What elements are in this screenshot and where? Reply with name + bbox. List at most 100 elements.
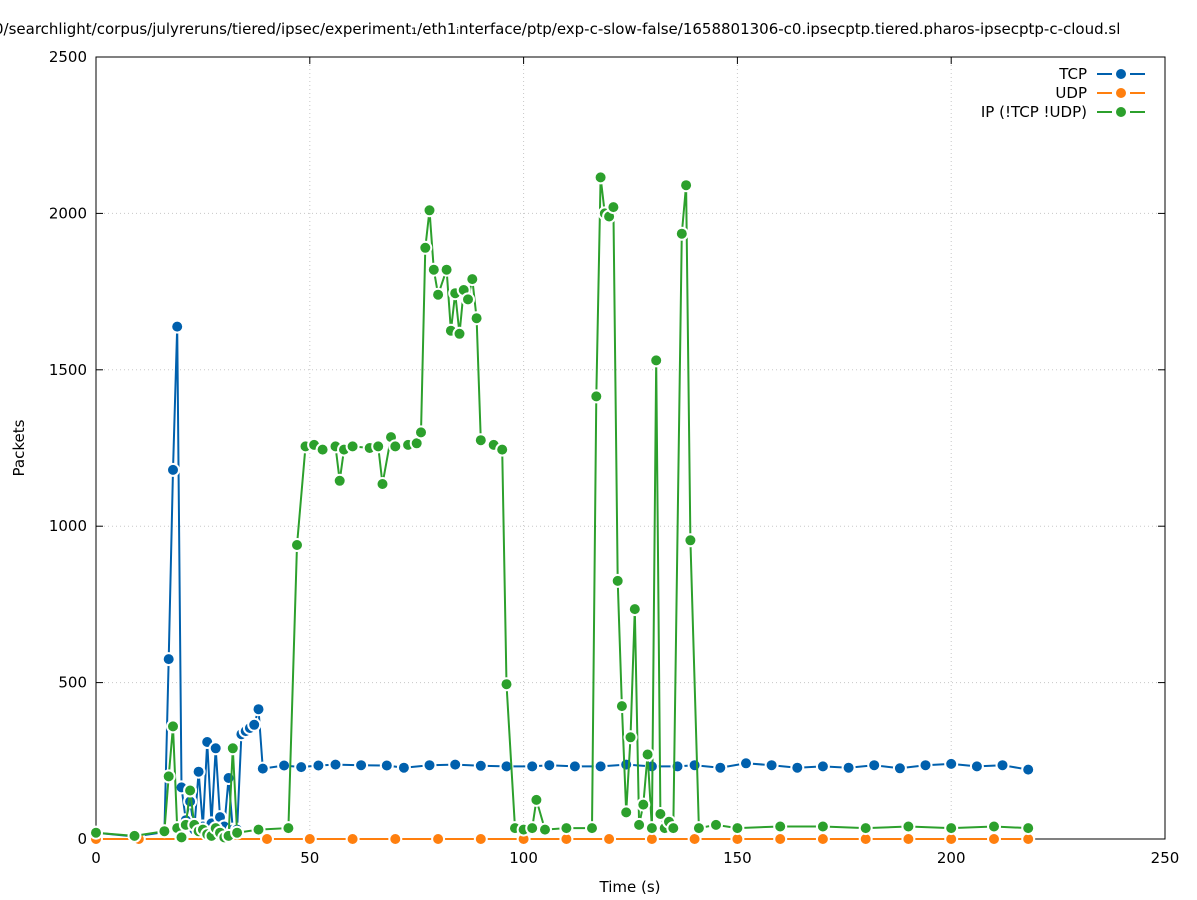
data-point bbox=[901, 819, 916, 834]
data-point bbox=[987, 819, 1001, 834]
data-point bbox=[602, 832, 617, 846]
data-point bbox=[636, 797, 651, 812]
data-point bbox=[790, 760, 805, 775]
legend-item: IP (!TCP !UDP) bbox=[981, 103, 1145, 121]
data-point bbox=[739, 756, 753, 771]
y-tick-label: 1000 bbox=[49, 517, 87, 535]
data-point bbox=[619, 805, 634, 820]
data-point bbox=[627, 602, 642, 617]
x-tick-label: 200 bbox=[937, 849, 966, 867]
y-axis-label: Packets bbox=[10, 419, 28, 476]
data-point bbox=[495, 442, 510, 457]
data-point bbox=[225, 741, 240, 756]
legend-label: IP (!TCP !UDP) bbox=[981, 103, 1087, 121]
y-tick-label: 2000 bbox=[49, 204, 87, 222]
data-point bbox=[439, 262, 454, 277]
data-point bbox=[294, 760, 309, 775]
data-point bbox=[354, 758, 369, 773]
series-2 bbox=[89, 170, 1036, 845]
data-point bbox=[623, 730, 638, 745]
data-point bbox=[610, 573, 625, 588]
data-point bbox=[858, 821, 873, 836]
data-point bbox=[589, 389, 604, 404]
x-tick-label: 150 bbox=[723, 849, 752, 867]
data-point bbox=[461, 292, 475, 307]
y-tick-label: 500 bbox=[58, 674, 87, 692]
data-point bbox=[388, 832, 403, 846]
x-tick-label: 100 bbox=[509, 849, 538, 867]
data-point bbox=[469, 311, 484, 326]
legend-item: TCP bbox=[1058, 65, 1145, 83]
data-point bbox=[559, 821, 574, 836]
data-point bbox=[593, 759, 608, 774]
data-point bbox=[311, 758, 326, 773]
data-point bbox=[987, 832, 1001, 846]
data-point bbox=[632, 817, 647, 832]
data-point bbox=[815, 832, 830, 846]
legend-marker bbox=[1114, 86, 1128, 100]
data-point bbox=[674, 226, 689, 241]
data-point bbox=[174, 830, 189, 845]
data-point bbox=[251, 702, 266, 717]
data-point bbox=[499, 759, 514, 774]
data-point bbox=[649, 353, 664, 368]
data-point bbox=[315, 442, 330, 457]
data-point bbox=[892, 761, 907, 776]
y-tick-label: 2500 bbox=[49, 48, 87, 66]
data-point bbox=[995, 758, 1010, 773]
data-point bbox=[640, 747, 655, 762]
data-point bbox=[585, 821, 599, 836]
series-0 bbox=[89, 319, 1036, 844]
data-point bbox=[619, 757, 634, 772]
data-point bbox=[452, 326, 467, 341]
legend-label: TCP bbox=[1058, 65, 1087, 83]
legend-label: UDP bbox=[1055, 84, 1087, 102]
series-line bbox=[95, 326, 1029, 838]
data-point bbox=[969, 759, 984, 774]
data-point bbox=[255, 761, 270, 776]
data-point bbox=[277, 758, 292, 773]
data-point bbox=[764, 758, 779, 773]
data-point bbox=[251, 822, 266, 837]
data-point bbox=[431, 287, 446, 302]
data-point bbox=[944, 821, 959, 836]
data-point bbox=[867, 758, 882, 773]
data-point bbox=[815, 819, 830, 834]
data-point bbox=[345, 832, 360, 846]
data-point bbox=[644, 821, 659, 836]
data-point bbox=[161, 652, 176, 667]
data-point bbox=[666, 821, 681, 836]
data-point bbox=[687, 758, 702, 773]
data-point bbox=[161, 769, 176, 784]
data-point bbox=[208, 741, 223, 756]
y-tick-label: 0 bbox=[77, 830, 87, 848]
data-point bbox=[773, 832, 788, 846]
data-point bbox=[166, 719, 180, 734]
x-axis-label: Time (s) bbox=[599, 878, 661, 896]
data-point bbox=[918, 758, 933, 773]
y-tick-label: 1500 bbox=[49, 361, 87, 379]
data-point bbox=[815, 759, 830, 774]
data-point bbox=[1021, 762, 1036, 777]
x-tick-label: 0 bbox=[91, 849, 101, 867]
data-point bbox=[542, 758, 557, 773]
data-point bbox=[448, 757, 463, 772]
data-point bbox=[525, 759, 540, 774]
data-point bbox=[683, 533, 698, 548]
data-point bbox=[170, 319, 185, 334]
data-point bbox=[473, 433, 488, 448]
data-point bbox=[679, 178, 694, 193]
data-point bbox=[396, 760, 411, 775]
data-point bbox=[247, 717, 262, 732]
data-point bbox=[332, 473, 347, 488]
data-point bbox=[221, 771, 236, 785]
data-point bbox=[375, 477, 390, 491]
data-point bbox=[691, 821, 706, 836]
data-point bbox=[281, 821, 296, 836]
data-point bbox=[944, 756, 959, 771]
data-point bbox=[614, 699, 629, 714]
data-point bbox=[183, 783, 198, 798]
data-point bbox=[290, 538, 304, 552]
data-point bbox=[191, 764, 206, 779]
data-point bbox=[465, 272, 480, 287]
